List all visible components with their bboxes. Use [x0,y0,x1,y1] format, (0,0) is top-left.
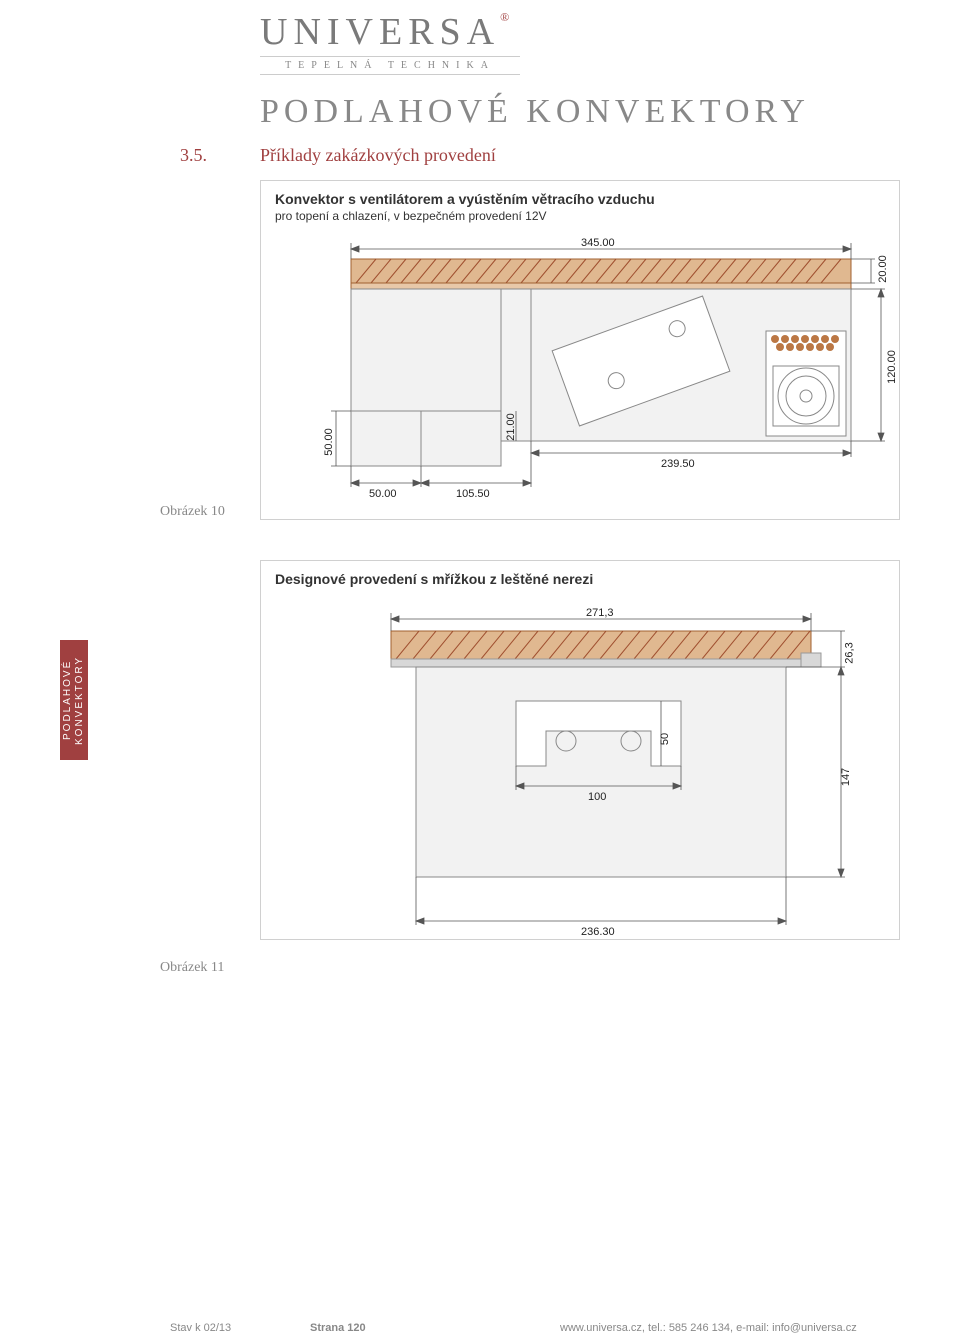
dim-b2: 105.50 [456,488,490,500]
footer-left: Stav k 02/13 [170,1322,231,1334]
figure-2-drawing [261,591,901,941]
side-tab: PODLAHOVÉ KONVEKTORY [60,640,88,760]
page-title: PODLAHOVÉ KONVEKTORY [260,93,960,131]
dim-r1: 20.00 [877,255,889,283]
dim2-bottom: 236.30 [581,926,615,938]
figure-1-subtitle: pro topení a chlazení, v bezpečném prove… [261,207,899,229]
brand-text: UNIVERSA [260,11,500,53]
brand-reg: ® [500,10,515,24]
fan-assembly [766,331,846,436]
dim2-top: 271,3 [586,607,614,619]
dim-b1: 50.00 [369,488,397,500]
dim2-ih: 50 [659,733,671,745]
figure-1-title: Konvektor s ventilátorem a vyústěním vět… [261,181,899,207]
grille-band [351,259,851,289]
figure-2-title: Designové provedení s mřížkou z leštěné … [261,561,899,587]
figure-1-caption: Obrázek 10 [160,504,225,520]
footer-mid: Strana 120 [310,1322,366,1334]
dim2-iw: 100 [588,791,606,803]
dim2-r1: 26,3 [844,642,856,663]
footer-right: www.universa.cz, tel.: 585 246 134, e-ma… [560,1322,857,1334]
dim-top: 345.00 [581,237,615,249]
header: UNIVERSA® TEPELNÁ TECHNIKA [0,0,960,75]
dim-l: 50.00 [323,428,335,456]
section-title: Příklady zakázkových provedení [260,145,496,166]
figure-1-drawing [261,231,901,521]
brand-tagline: TEPELNÁ TECHNIKA [260,56,520,75]
figure-2-caption: Obrázek 11 [160,960,224,976]
dim-r2: 120.00 [886,350,898,384]
figure-2-frame: Designové provedení s mřížkou z leštěné … [260,560,900,940]
figure-1-frame: Konvektor s ventilátorem a vyústěním vět… [260,180,900,520]
section-number: 3.5. [180,145,207,166]
dim2-r2: 147 [840,768,852,786]
brand-name: UNIVERSA® [260,10,960,54]
dim-b3: 239.50 [661,458,695,470]
dim-m: 21.00 [505,413,517,441]
side-tab-text: PODLAHOVÉ KONVEKTORY [62,655,85,744]
